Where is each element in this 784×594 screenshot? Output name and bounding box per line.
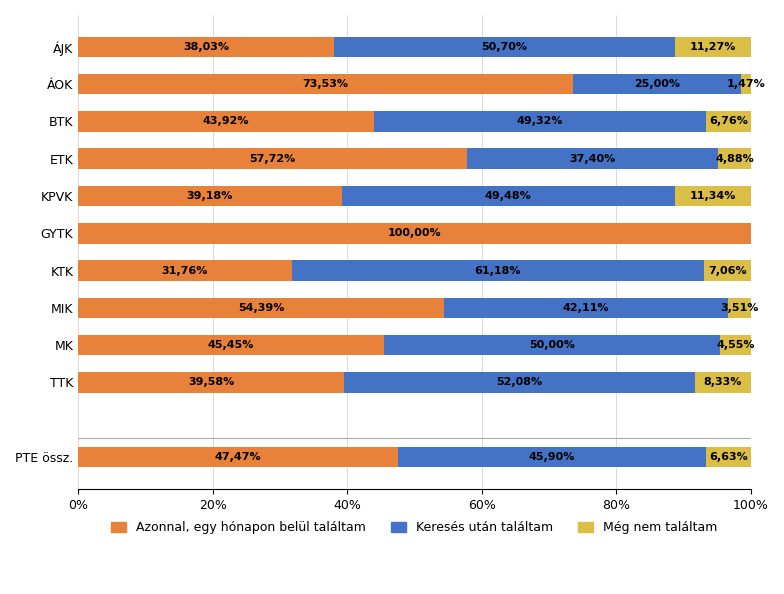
- Text: 73,53%: 73,53%: [303, 79, 349, 89]
- Text: 47,47%: 47,47%: [215, 452, 261, 462]
- Bar: [374, 111, 706, 132]
- Text: 11,34%: 11,34%: [690, 191, 736, 201]
- Text: 43,92%: 43,92%: [202, 116, 249, 127]
- Bar: [334, 37, 675, 57]
- Bar: [720, 335, 751, 355]
- Text: 57,72%: 57,72%: [249, 154, 296, 164]
- Text: 50,70%: 50,70%: [481, 42, 528, 52]
- Text: 52,08%: 52,08%: [496, 377, 543, 387]
- Bar: [703, 260, 751, 281]
- Bar: [78, 260, 292, 281]
- Bar: [706, 447, 751, 467]
- Text: 11,27%: 11,27%: [690, 42, 736, 52]
- Text: 39,58%: 39,58%: [188, 377, 234, 387]
- Text: 1,47%: 1,47%: [727, 79, 765, 89]
- Text: 37,40%: 37,40%: [569, 154, 615, 164]
- Bar: [78, 447, 397, 467]
- Text: 39,18%: 39,18%: [187, 191, 233, 201]
- Bar: [466, 148, 718, 169]
- Bar: [78, 372, 344, 393]
- Text: 4,88%: 4,88%: [715, 154, 754, 164]
- Bar: [718, 148, 751, 169]
- Bar: [292, 260, 703, 281]
- Bar: [78, 186, 342, 206]
- Text: 25,00%: 25,00%: [634, 79, 680, 89]
- Text: 7,06%: 7,06%: [708, 266, 746, 276]
- Bar: [573, 74, 741, 94]
- Text: 6,76%: 6,76%: [709, 116, 748, 127]
- Text: 100,00%: 100,00%: [388, 228, 441, 238]
- Bar: [675, 37, 751, 57]
- Bar: [78, 298, 444, 318]
- Bar: [78, 148, 466, 169]
- Text: 61,18%: 61,18%: [474, 266, 521, 276]
- Bar: [444, 298, 728, 318]
- Bar: [344, 372, 695, 393]
- Text: 6,63%: 6,63%: [710, 452, 748, 462]
- Bar: [384, 335, 720, 355]
- Text: 49,48%: 49,48%: [485, 191, 532, 201]
- Text: 54,39%: 54,39%: [238, 303, 285, 313]
- Bar: [695, 372, 751, 393]
- Bar: [728, 298, 751, 318]
- Bar: [78, 111, 374, 132]
- Text: 45,90%: 45,90%: [529, 452, 575, 462]
- Bar: [78, 335, 384, 355]
- Text: 49,32%: 49,32%: [517, 116, 563, 127]
- Text: 31,76%: 31,76%: [162, 266, 209, 276]
- Text: 42,11%: 42,11%: [563, 303, 609, 313]
- Bar: [78, 223, 751, 244]
- Text: 38,03%: 38,03%: [183, 42, 229, 52]
- Bar: [78, 74, 573, 94]
- Text: 45,45%: 45,45%: [208, 340, 254, 350]
- Bar: [706, 111, 751, 132]
- Text: 8,33%: 8,33%: [704, 377, 742, 387]
- Bar: [342, 186, 675, 206]
- Legend: Azonnal, egy hónapon belül találtam, Keresés után találtam, Még nem találtam: Azonnal, egy hónapon belül találtam, Ker…: [107, 516, 723, 539]
- Bar: [675, 186, 751, 206]
- Bar: [397, 447, 706, 467]
- Text: 50,00%: 50,00%: [529, 340, 575, 350]
- Text: 4,55%: 4,55%: [717, 340, 755, 350]
- Text: 3,51%: 3,51%: [720, 303, 758, 313]
- Bar: [741, 74, 751, 94]
- Bar: [78, 37, 334, 57]
